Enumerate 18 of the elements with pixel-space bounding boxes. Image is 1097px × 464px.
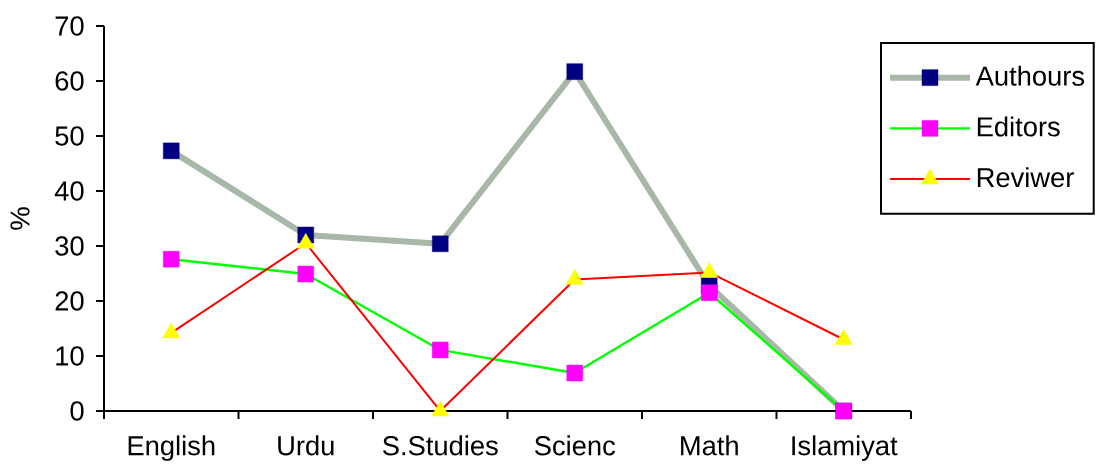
x-tick-label: Scienc [534,435,616,456]
x-tick-label: Islamiyat [792,435,898,461]
legend-label: Editors [977,116,1060,137]
y-tick-label: 0 [70,401,84,421]
legend-label: Reviwer [977,167,1074,188]
y-tick-label: 50 [55,126,84,146]
y-tick-label: 30 [55,236,84,256]
x-tick-label: Math [681,435,738,456]
y-tick-label: 40 [54,181,84,201]
x-tick-label: Urdu [278,435,334,456]
y-axis-title: % [10,207,30,230]
y-tick-label: 70 [55,16,84,36]
y-tick-label: 10 [56,346,84,366]
legend-label: Authours [975,65,1085,86]
x-tick-label: S.Studies [382,435,498,456]
x-tick-label: English [128,435,215,461]
y-tick-label: 60 [55,71,84,91]
y-tick-label: 20 [55,291,84,311]
